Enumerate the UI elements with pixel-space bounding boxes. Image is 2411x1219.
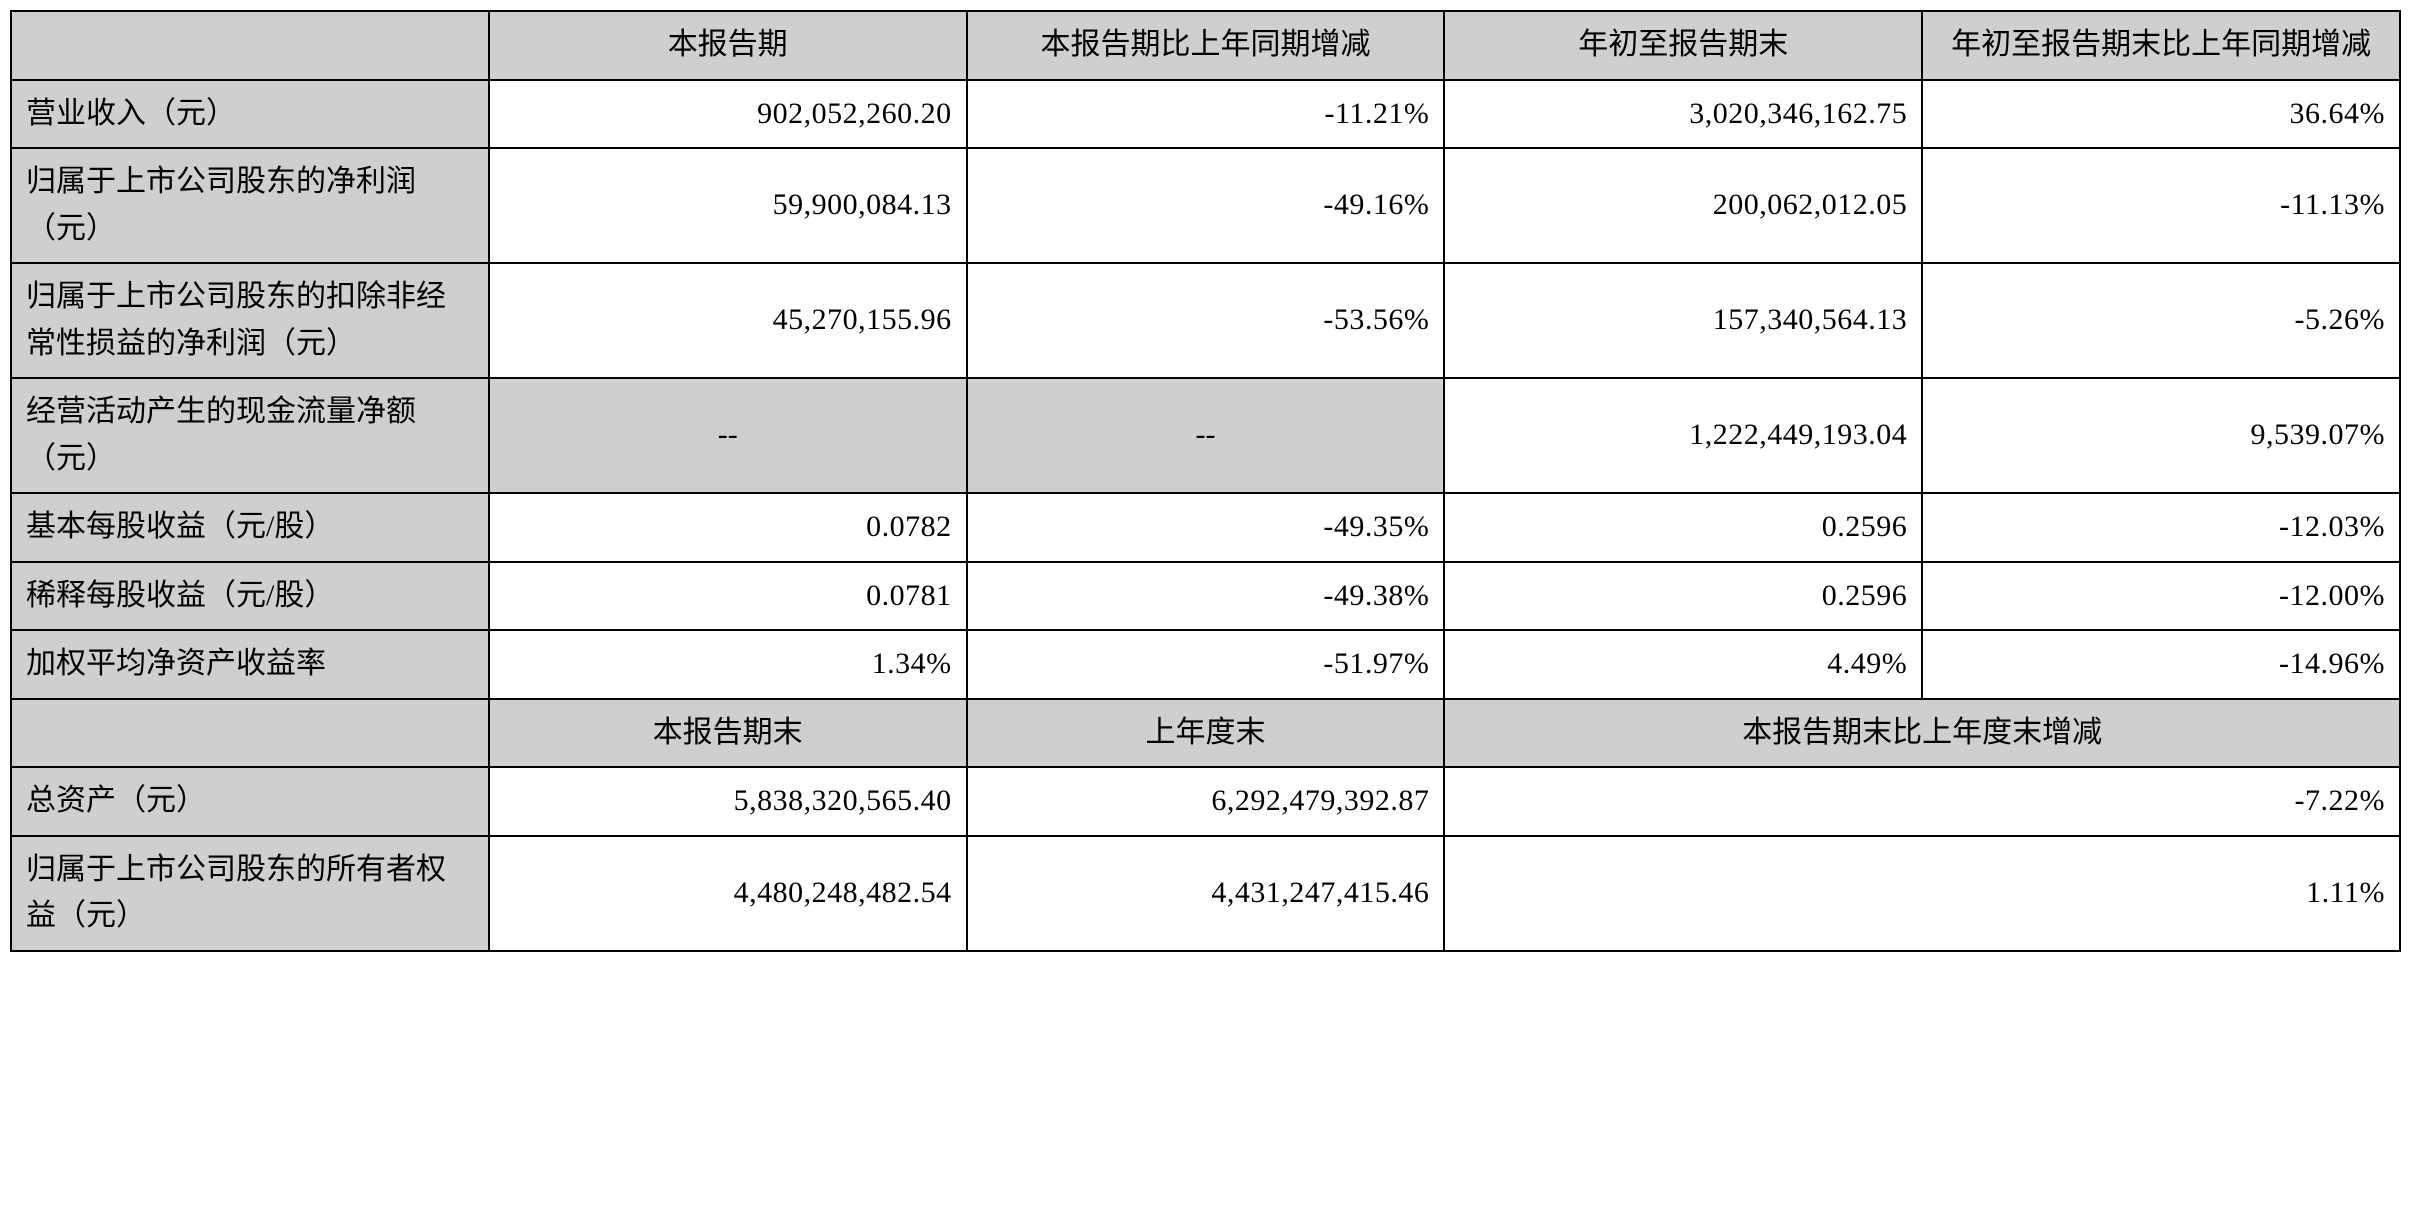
cell-value: -14.96%	[1922, 630, 2400, 699]
cell-value: 45,270,155.96	[489, 263, 967, 378]
cell-value: 4,431,247,415.46	[967, 836, 1445, 951]
cell-value: 59,900,084.13	[489, 148, 967, 263]
section1-header-2: 本报告期比上年同期增减	[967, 11, 1445, 80]
cell-value: 5,838,320,565.40	[489, 767, 967, 836]
cell-value: -49.35%	[967, 493, 1445, 562]
cell-value: 0.0782	[489, 493, 967, 562]
section2-header-row: 本报告期末上年度末本报告期末比上年度末增减	[11, 699, 2400, 768]
section1-header-row: 本报告期本报告期比上年同期增减年初至报告期末年初至报告期末比上年同期增减	[11, 11, 2400, 80]
table-row: 归属于上市公司股东的所有者权益（元）4,480,248,482.544,431,…	[11, 836, 2400, 951]
section1-header-3: 年初至报告期末	[1444, 11, 1922, 80]
table-row: 归属于上市公司股东的净利润（元）59,900,084.13-49.16%200,…	[11, 148, 2400, 263]
section2-header-0	[11, 699, 489, 768]
financial-table: 本报告期本报告期比上年同期增减年初至报告期末年初至报告期末比上年同期增减营业收入…	[10, 10, 2401, 952]
table-row: 经营活动产生的现金流量净额（元）----1,222,449,193.049,53…	[11, 378, 2400, 493]
section2-header-3: 本报告期末比上年度末增减	[1444, 699, 2400, 768]
cell-value: 1.34%	[489, 630, 967, 699]
cell-value: 1,222,449,193.04	[1444, 378, 1922, 493]
section1-header-1: 本报告期	[489, 11, 967, 80]
cell-value: 200,062,012.05	[1444, 148, 1922, 263]
row-label: 基本每股收益（元/股）	[11, 493, 489, 562]
table-row: 归属于上市公司股东的扣除非经常性损益的净利润（元）45,270,155.96-5…	[11, 263, 2400, 378]
cell-value: -49.16%	[967, 148, 1445, 263]
cell-value: -49.38%	[967, 562, 1445, 631]
cell-value: 9,539.07%	[1922, 378, 2400, 493]
row-label: 加权平均净资产收益率	[11, 630, 489, 699]
row-label: 稀释每股收益（元/股）	[11, 562, 489, 631]
cell-value: 902,052,260.20	[489, 80, 967, 149]
cell-value: 4,480,248,482.54	[489, 836, 967, 951]
cell-value: -51.97%	[967, 630, 1445, 699]
cell-value: -11.13%	[1922, 148, 2400, 263]
row-label: 归属于上市公司股东的扣除非经常性损益的净利润（元）	[11, 263, 489, 378]
row-label: 归属于上市公司股东的所有者权益（元）	[11, 836, 489, 951]
cell-value: --	[489, 378, 967, 493]
row-label: 营业收入（元）	[11, 80, 489, 149]
section1-header-4: 年初至报告期末比上年同期增减	[1922, 11, 2400, 80]
row-label: 总资产（元）	[11, 767, 489, 836]
cell-value: -53.56%	[967, 263, 1445, 378]
row-label: 归属于上市公司股东的净利润（元）	[11, 148, 489, 263]
table-row: 稀释每股收益（元/股）0.0781-49.38%0.2596-12.00%	[11, 562, 2400, 631]
cell-value: 157,340,564.13	[1444, 263, 1922, 378]
cell-value: 0.2596	[1444, 493, 1922, 562]
cell-value: 3,020,346,162.75	[1444, 80, 1922, 149]
cell-value: 0.0781	[489, 562, 967, 631]
cell-value: 0.2596	[1444, 562, 1922, 631]
cell-value: -12.00%	[1922, 562, 2400, 631]
cell-value: -11.21%	[967, 80, 1445, 149]
cell-value: 1.11%	[1444, 836, 2400, 951]
cell-value: 6,292,479,392.87	[967, 767, 1445, 836]
section1-header-0	[11, 11, 489, 80]
row-label: 经营活动产生的现金流量净额（元）	[11, 378, 489, 493]
table-row: 营业收入（元）902,052,260.20-11.21%3,020,346,16…	[11, 80, 2400, 149]
section2-header-2: 上年度末	[967, 699, 1445, 768]
table-row: 加权平均净资产收益率1.34%-51.97%4.49%-14.96%	[11, 630, 2400, 699]
cell-value: -5.26%	[1922, 263, 2400, 378]
cell-value: -7.22%	[1444, 767, 2400, 836]
table-row: 总资产（元）5,838,320,565.406,292,479,392.87-7…	[11, 767, 2400, 836]
cell-value: --	[967, 378, 1445, 493]
cell-value: 4.49%	[1444, 630, 1922, 699]
table-row: 基本每股收益（元/股）0.0782-49.35%0.2596-12.03%	[11, 493, 2400, 562]
cell-value: 36.64%	[1922, 80, 2400, 149]
section2-header-1: 本报告期末	[489, 699, 967, 768]
cell-value: -12.03%	[1922, 493, 2400, 562]
